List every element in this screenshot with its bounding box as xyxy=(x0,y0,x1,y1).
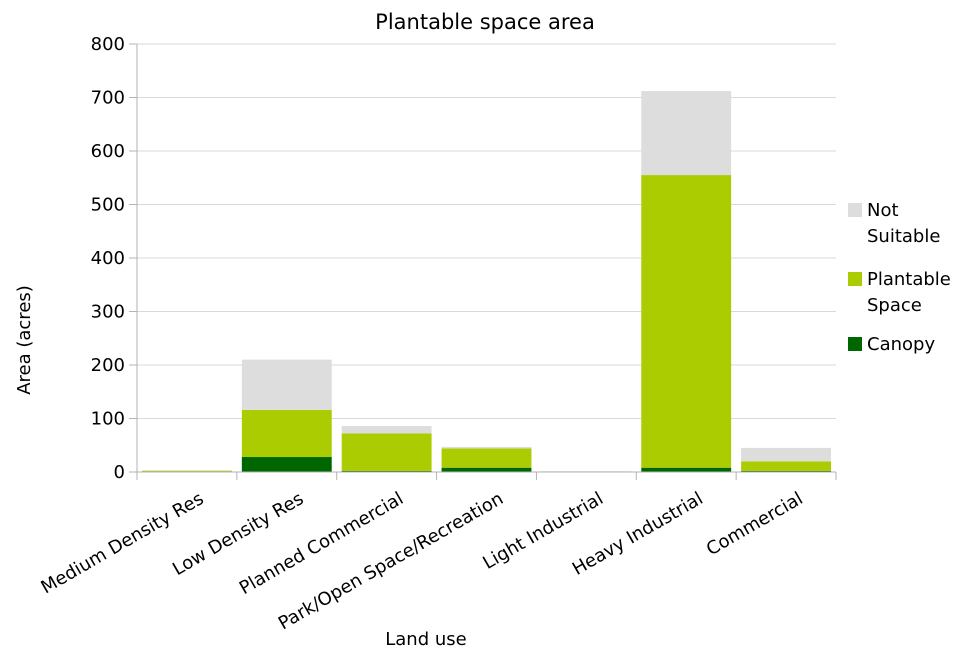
y-tick-label: 400 xyxy=(91,248,125,269)
legend-swatch xyxy=(848,337,862,351)
x-tick-label: Planned Commercial xyxy=(236,488,407,599)
y-tick-label: 800 xyxy=(91,34,125,55)
bar-segment-plantable-space xyxy=(442,448,532,467)
x-tick-label: Medium Density Res xyxy=(38,488,208,598)
bar-segment-not-suitable xyxy=(641,91,731,175)
legend: Not Suitable Plantable Space Canopy xyxy=(848,200,951,355)
y-tick-labels: 0 100 200 300 400 500 600 700 800 xyxy=(91,34,125,483)
bar-segment-not-suitable xyxy=(342,426,432,433)
y-tick-label: 300 xyxy=(91,302,125,323)
legend-label: Not xyxy=(867,200,899,221)
bar-segment-canopy xyxy=(442,468,532,472)
bar-segment-plantable-space xyxy=(641,175,731,468)
y-tick-label: 100 xyxy=(91,409,125,430)
y-tick-label: 0 xyxy=(114,462,125,483)
y-tick-label: 500 xyxy=(91,195,125,216)
bar-segment-not-suitable xyxy=(242,360,332,410)
chart-title: Plantable space area xyxy=(375,10,595,34)
legend-swatch xyxy=(848,272,862,286)
legend-label: Space xyxy=(867,295,922,316)
bar-segment-canopy xyxy=(641,468,731,472)
legend-label: Suitable xyxy=(867,226,940,247)
x-axis-label: Land use xyxy=(385,629,466,650)
bar-segment-not-suitable xyxy=(442,447,532,449)
y-tick-label: 700 xyxy=(91,88,125,109)
bar-segment-plantable-space xyxy=(342,433,432,470)
y-tick-label: 600 xyxy=(91,141,125,162)
legend-swatch xyxy=(848,203,862,217)
y-axis-label: Area (acres) xyxy=(14,285,35,395)
bars xyxy=(142,91,831,472)
y-tick-label: 200 xyxy=(91,355,125,376)
bar-segment-plantable-space xyxy=(741,461,831,471)
bar-segment-plantable-space xyxy=(242,410,332,457)
legend-label: Canopy xyxy=(867,334,935,355)
legend-label: Plantable xyxy=(867,269,951,290)
bar-segment-canopy xyxy=(242,457,332,472)
bar-segment-not-suitable xyxy=(741,448,831,461)
x-tick-label: Commercial xyxy=(703,488,807,560)
